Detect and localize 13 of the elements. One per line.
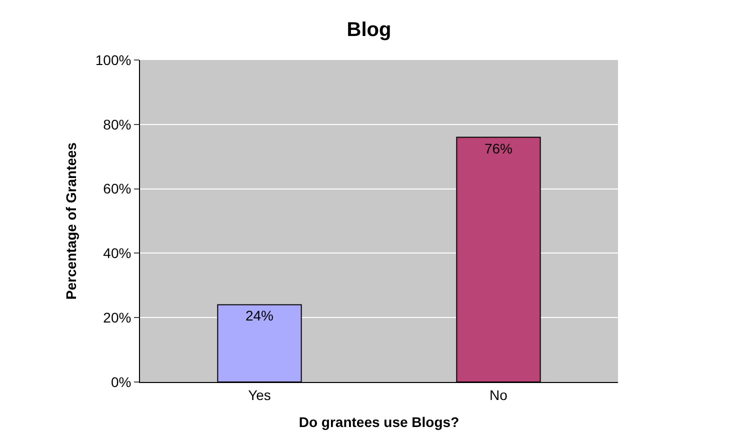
y-tick-label: 20% <box>103 310 132 326</box>
x-tick-label: No <box>490 386 508 403</box>
y-tick-label: 80% <box>103 116 132 132</box>
x-tick-label: Yes <box>248 386 271 403</box>
x-axis-title: Do grantees use Blogs? <box>298 414 460 430</box>
y-tick-label: 40% <box>103 245 132 262</box>
data-label: 76% <box>484 140 513 156</box>
y-tick-label: 60% <box>103 180 132 197</box>
data-label: 24% <box>245 308 274 324</box>
y-axis-title: Percentage of Grantees <box>62 142 79 300</box>
y-tick-label: 0% <box>110 374 132 390</box>
y-tick-label: 100% <box>95 52 132 68</box>
chart-title: Blog <box>346 19 392 42</box>
